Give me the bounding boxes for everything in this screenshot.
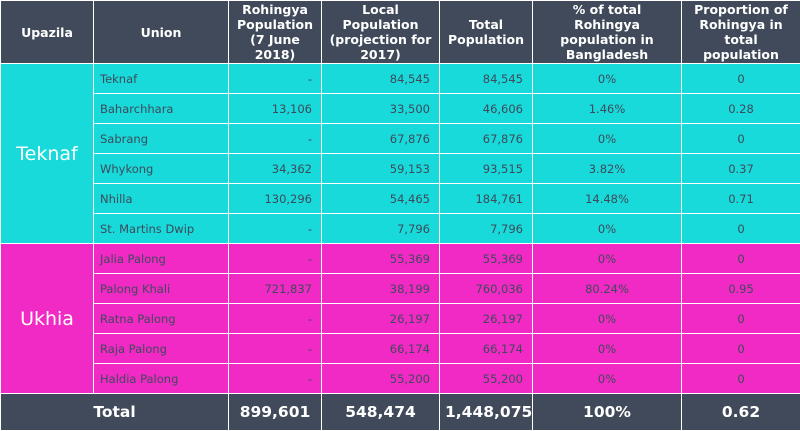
total-proportion: 0.62 xyxy=(682,394,800,431)
percent-cell: 0% xyxy=(533,364,682,394)
union-cell: Teknaf xyxy=(94,64,229,94)
rohingya-cell: - xyxy=(229,244,322,274)
total-cell: 46,606 xyxy=(440,94,533,124)
table-row: St. Martins Dwip - 7,796 7,796 0% 0 xyxy=(1,214,800,244)
total-cell: 67,876 xyxy=(440,124,533,154)
total-cell: 55,200 xyxy=(440,364,533,394)
header-percent-rohingya: % of total Rohingya population in Bangla… xyxy=(533,1,682,64)
table-row: Whykong 34,362 59,153 93,515 3.82% 0.37 xyxy=(1,154,800,184)
proportion-cell: 0.95 xyxy=(682,274,800,304)
total-cell: 760,036 xyxy=(440,274,533,304)
union-cell: Haldia Palong xyxy=(94,364,229,394)
proportion-cell: 0 xyxy=(682,64,800,94)
header-union: Union xyxy=(94,1,229,64)
table-row: Nhilla 130,296 54,465 184,761 14.48% 0.7… xyxy=(1,184,800,214)
local-cell: 84,545 xyxy=(322,64,440,94)
table-row: Sabrang - 67,876 67,876 0% 0 xyxy=(1,124,800,154)
total-row: Total 899,601 548,474 1,448,075 100% 0.6… xyxy=(1,394,800,431)
local-cell: 55,200 xyxy=(322,364,440,394)
percent-cell: 0% xyxy=(533,124,682,154)
header-rohingya-population: Rohingya Population (7 June 2018) xyxy=(229,1,322,64)
total-local: 548,474 xyxy=(322,394,440,431)
rohingya-cell: - xyxy=(229,214,322,244)
proportion-cell: 0 xyxy=(682,304,800,334)
table-row: Palong Khali 721,837 38,199 760,036 80.2… xyxy=(1,274,800,304)
percent-cell: 0% xyxy=(533,214,682,244)
local-cell: 55,369 xyxy=(322,244,440,274)
header-proportion-rohingya: Proportion of Rohingya in total populati… xyxy=(682,1,800,64)
total-cell: 84,545 xyxy=(440,64,533,94)
table-row: Ukhia Jalia Palong - 55,369 55,369 0% 0 xyxy=(1,244,800,274)
percent-cell: 3.82% xyxy=(533,154,682,184)
header-total-population: Total Population xyxy=(440,1,533,64)
table-row: Raja Palong - 66,174 66,174 0% 0 xyxy=(1,334,800,364)
total-label: Total xyxy=(1,394,229,431)
header-row: Upazila Union Rohingya Population (7 Jun… xyxy=(1,1,800,64)
total-cell: 26,197 xyxy=(440,304,533,334)
local-cell: 67,876 xyxy=(322,124,440,154)
table-row: Teknaf Teknaf - 84,545 84,545 0% 0 xyxy=(1,64,800,94)
percent-cell: 14.48% xyxy=(533,184,682,214)
total-cell: 7,796 xyxy=(440,214,533,244)
proportion-cell: 0 xyxy=(682,124,800,154)
rohingya-cell: - xyxy=(229,334,322,364)
total-cell: 93,515 xyxy=(440,154,533,184)
upazila-cell-teknaf: Teknaf xyxy=(1,64,94,244)
union-cell: Sabrang xyxy=(94,124,229,154)
rohingya-cell: 34,362 xyxy=(229,154,322,184)
percent-cell: 0% xyxy=(533,64,682,94)
rohingya-cell: - xyxy=(229,64,322,94)
proportion-cell: 0 xyxy=(682,334,800,364)
percent-cell: 80.24% xyxy=(533,274,682,304)
local-cell: 54,465 xyxy=(322,184,440,214)
rohingya-cell: - xyxy=(229,304,322,334)
union-cell: Raja Palong xyxy=(94,334,229,364)
total-rohingya: 899,601 xyxy=(229,394,322,431)
percent-cell: 1.46% xyxy=(533,94,682,124)
union-cell: Jalia Palong xyxy=(94,244,229,274)
total-percent: 100% xyxy=(533,394,682,431)
rohingya-cell: - xyxy=(229,124,322,154)
local-cell: 66,174 xyxy=(322,334,440,364)
union-cell: Ratna Palong xyxy=(94,304,229,334)
table-row: Ratna Palong - 26,197 26,197 0% 0 xyxy=(1,304,800,334)
rohingya-cell: 13,106 xyxy=(229,94,322,124)
union-cell: St. Martins Dwip xyxy=(94,214,229,244)
local-cell: 7,796 xyxy=(322,214,440,244)
proportion-cell: 0 xyxy=(682,364,800,394)
proportion-cell: 0 xyxy=(682,244,800,274)
proportion-cell: 0 xyxy=(682,214,800,244)
percent-cell: 0% xyxy=(533,304,682,334)
local-cell: 33,500 xyxy=(322,94,440,124)
table-row: Haldia Palong - 55,200 55,200 0% 0 xyxy=(1,364,800,394)
union-cell: Baharchhara xyxy=(94,94,229,124)
table-row: Baharchhara 13,106 33,500 46,606 1.46% 0… xyxy=(1,94,800,124)
header-local-population: Local Population (projection for 2017) xyxy=(322,1,440,64)
header-upazila: Upazila xyxy=(1,1,94,64)
total-population: 1,448,075 xyxy=(440,394,533,431)
percent-cell: 0% xyxy=(533,334,682,364)
rohingya-cell: 721,837 xyxy=(229,274,322,304)
rohingya-cell: - xyxy=(229,364,322,394)
local-cell: 59,153 xyxy=(322,154,440,184)
union-cell: Nhilla xyxy=(94,184,229,214)
upazila-cell-ukhia: Ukhia xyxy=(1,244,94,394)
proportion-cell: 0.37 xyxy=(682,154,800,184)
total-cell: 66,174 xyxy=(440,334,533,364)
rohingya-cell: 130,296 xyxy=(229,184,322,214)
local-cell: 38,199 xyxy=(322,274,440,304)
union-cell: Palong Khali xyxy=(94,274,229,304)
proportion-cell: 0.71 xyxy=(682,184,800,214)
percent-cell: 0% xyxy=(533,244,682,274)
proportion-cell: 0.28 xyxy=(682,94,800,124)
total-cell: 55,369 xyxy=(440,244,533,274)
total-cell: 184,761 xyxy=(440,184,533,214)
union-cell: Whykong xyxy=(94,154,229,184)
local-cell: 26,197 xyxy=(322,304,440,334)
